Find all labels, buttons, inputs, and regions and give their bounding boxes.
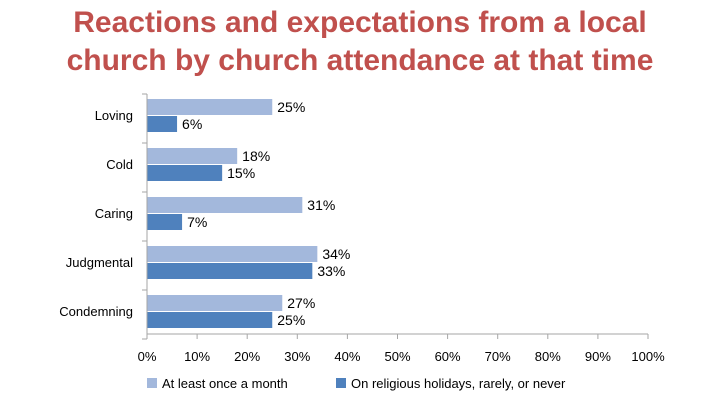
bar-caring-series-2	[147, 214, 183, 230]
category-label: Caring	[95, 206, 133, 221]
chart-title-line-2: church by church attendance at that time	[66, 44, 654, 77]
x-tick-label: 10%	[184, 349, 210, 364]
bar-loving-series-1	[147, 99, 273, 115]
data-label: 18%	[242, 148, 270, 164]
legend-swatch-series-1	[147, 378, 157, 388]
chart-title-line-1: Reactions and expectations from a local	[73, 6, 647, 39]
data-label: 31%	[307, 197, 335, 213]
category-label: Judgmental	[66, 255, 133, 270]
x-tick-label: 70%	[485, 349, 511, 364]
x-tick-label: 90%	[585, 349, 611, 364]
legend-label-series-1: At least once a month	[162, 376, 288, 391]
data-label: 27%	[287, 295, 315, 311]
data-label: 25%	[277, 99, 305, 115]
x-tick-label: 60%	[435, 349, 461, 364]
category-label: Condemning	[59, 304, 133, 319]
bar-cold-series-2	[147, 165, 223, 181]
bar-cold-series-1	[147, 148, 238, 164]
x-tick-label: 30%	[284, 349, 310, 364]
data-label: 33%	[317, 263, 345, 279]
data-label: 25%	[277, 312, 305, 328]
x-tick-label: 50%	[384, 349, 410, 364]
category-label: Loving	[95, 108, 133, 123]
data-label: 6%	[182, 116, 202, 132]
data-label: 15%	[227, 165, 255, 181]
category-label: Cold	[106, 157, 133, 172]
bar-condemning-series-2	[147, 312, 273, 328]
bar-judgmental-series-2	[147, 263, 313, 279]
bar-condemning-series-1	[147, 295, 283, 311]
legend-swatch-series-2	[336, 378, 346, 388]
x-tick-label: 20%	[234, 349, 260, 364]
x-tick-label: 80%	[535, 349, 561, 364]
data-label: 34%	[322, 246, 350, 262]
bar-judgmental-series-1	[147, 246, 318, 262]
bar-loving-series-2	[147, 116, 178, 132]
chart-title: Reactions and expectations from a local …	[0, 4, 720, 80]
x-tick-label: 100%	[631, 349, 665, 364]
x-tick-label: 40%	[334, 349, 360, 364]
data-label: 7%	[187, 214, 207, 230]
legend-label-series-2: On religious holidays, rarely, or never	[351, 376, 566, 391]
bar-caring-series-1	[147, 197, 303, 213]
x-tick-label: 0%	[138, 349, 157, 364]
